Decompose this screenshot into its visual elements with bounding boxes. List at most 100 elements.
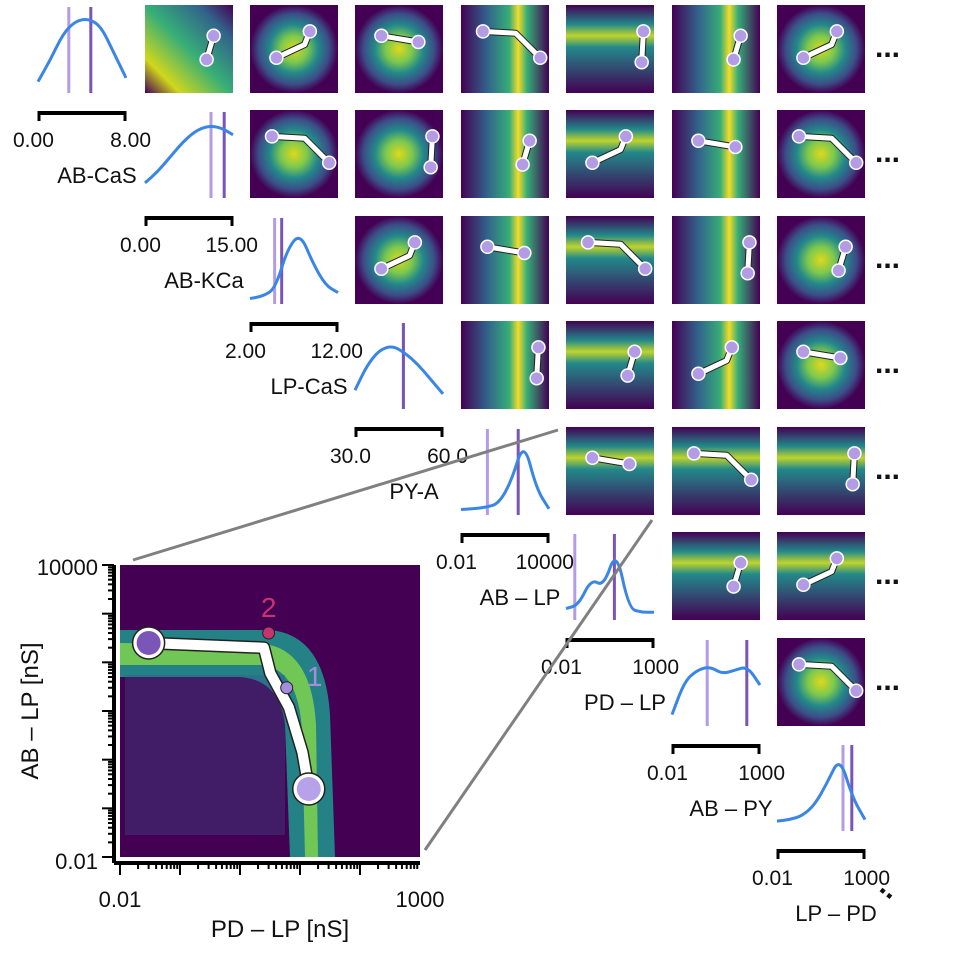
- parameter-name: AB – PY: [689, 796, 772, 821]
- zoom-panel: 21: [102, 428, 654, 875]
- pair-cell-3-6: [566, 216, 654, 304]
- path-line: [796, 133, 859, 166]
- path-endpoint-start: [475, 24, 491, 39]
- path-endpoint-end: [622, 456, 637, 472]
- tick-min-label: 0.01: [647, 762, 688, 785]
- density-map: [672, 532, 760, 620]
- path-endpoint-start: [636, 24, 651, 39]
- pair-cell-5-7: [672, 427, 760, 515]
- row-ellipsis: ...: [875, 664, 900, 697]
- path-endpoint-start: [627, 344, 642, 360]
- zoom-marker-label: 2: [261, 592, 277, 623]
- marginal-density-line: [776, 763, 867, 823]
- pair-cell-2-7: [672, 110, 760, 198]
- pair-cell-7-8: [777, 638, 865, 726]
- parameter-name: LP-CaS: [270, 374, 347, 399]
- path-endpoint-end: [724, 340, 740, 355]
- density-map: [777, 216, 865, 304]
- path-endpoint-start: [264, 129, 280, 144]
- row-ellipsis: ...: [875, 31, 900, 64]
- path-endpoint-start: [374, 261, 389, 277]
- zoom-connector-top: [132, 428, 559, 562]
- path-endpoint-start: [796, 577, 811, 593]
- marginal-density-line: [353, 345, 445, 395]
- pair-cell-1-7: [672, 5, 760, 93]
- parameter-name: PD – LP: [584, 690, 666, 715]
- path-endpoint-end: [848, 155, 864, 171]
- row-ellipsis: ...: [875, 558, 900, 591]
- density-map: [461, 216, 549, 304]
- marginal-density-line: [565, 559, 654, 614]
- path-endpoint-start: [791, 129, 807, 144]
- marginal-1: 0.00 8.00 AB-CaS: [13, 7, 151, 188]
- pair-cell-2-3: [250, 110, 338, 198]
- density-map: [672, 5, 760, 93]
- path-endpoint-end: [515, 157, 530, 172]
- pair-cell-5-6: [566, 427, 654, 515]
- path-endpoint-end: [831, 263, 846, 278]
- path-endpoint-end: [829, 24, 845, 39]
- path-endpoint-end: [529, 370, 544, 386]
- zoom-marker-point: [262, 626, 276, 640]
- zoom-endpoint-start: [136, 630, 161, 655]
- path-endpoint-start: [796, 50, 811, 66]
- path-endpoint-end: [321, 155, 337, 171]
- marginal-density-line: [460, 450, 551, 512]
- marginal-3: 2.00 12.00 LP-CaS: [225, 218, 363, 399]
- row-ellipsis: ...: [875, 242, 900, 275]
- pair-cell-2-4: [355, 110, 443, 198]
- zoom-x-tick-left: 0.01: [99, 887, 142, 912]
- pair-cell-4-8: [777, 321, 865, 409]
- pair-cell-3-7: [672, 216, 760, 304]
- path-endpoint-start: [585, 450, 600, 466]
- zoom-y-tick-top: 10000: [37, 555, 98, 580]
- path-endpoint-start: [580, 235, 596, 250]
- row-ellipsis: ...: [875, 453, 900, 486]
- tick-min-label: 0.01: [752, 867, 793, 890]
- row-ellipsis: ...: [875, 347, 900, 380]
- path-endpoint-start: [791, 657, 807, 672]
- path-endpoint-end: [845, 476, 860, 492]
- parameter-name: AB-CaS: [57, 163, 136, 188]
- path-endpoint-start: [686, 446, 702, 461]
- marginal-density-line: [36, 18, 128, 83]
- zoom-x-tick-right: 1000: [396, 887, 445, 912]
- density-lower-region: [125, 675, 285, 835]
- path-endpoint-start: [742, 235, 757, 250]
- path-endpoint-end: [532, 50, 548, 66]
- path-endpoint-start: [269, 50, 284, 66]
- path-endpoint-end: [829, 551, 845, 566]
- path-endpoint-end: [302, 24, 318, 39]
- path-endpoint-end: [620, 368, 635, 383]
- path-endpoint-start: [847, 446, 862, 461]
- zoom-marker-label: 1: [307, 661, 323, 692]
- path-endpoint-start: [691, 133, 706, 149]
- marginal-7: 0.01 1000 AB – PY: [647, 640, 785, 821]
- pair-cell-4-5: [461, 321, 549, 409]
- pair-cell-1-6: [566, 5, 654, 93]
- path-endpoint-start: [206, 28, 221, 44]
- marginal-density-line: [144, 124, 234, 185]
- parameter-name: PY-A: [389, 479, 439, 504]
- path-endpoint-start: [796, 344, 811, 360]
- parameter-name: AB-KCa: [164, 268, 244, 293]
- zoom-x-label: PD – LP [nS]: [211, 916, 349, 943]
- pair-cell-6-7: [672, 532, 760, 620]
- parameter-name: LP – PD: [795, 901, 877, 926]
- density-map: [461, 110, 549, 198]
- path-endpoint-end: [199, 52, 214, 67]
- density-band-inner: [120, 643, 318, 857]
- path-line: [269, 133, 332, 166]
- tick-min-label: 0.01: [541, 656, 582, 679]
- zoom-marker-point: [280, 681, 294, 695]
- pair-cell-3-4: [355, 216, 443, 304]
- density-map: [355, 5, 443, 93]
- path-endpoint-start: [531, 340, 546, 355]
- tick-max-label: 60.0: [427, 445, 468, 468]
- tick-max-label: 1000: [738, 762, 785, 785]
- path-endpoint-end: [726, 579, 741, 594]
- path-endpoint-start: [733, 555, 748, 571]
- path-endpoint-end: [634, 54, 649, 70]
- path-endpoint-start: [585, 155, 600, 171]
